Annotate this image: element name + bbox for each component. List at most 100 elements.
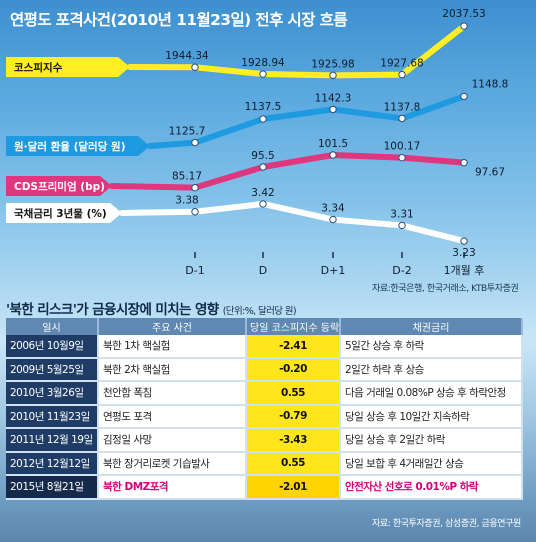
x-tick-label: D-2 — [392, 264, 411, 277]
row-kospi-change: 0.55 — [246, 381, 341, 406]
data-point — [460, 237, 468, 245]
row-bond-rate: 당일 보합 후 4거래일간 상승 — [340, 451, 523, 476]
data-label: 95.5 — [251, 150, 274, 162]
row-bond-rate: 다음 거래일 0.08%P 상승 후 하락안정 — [340, 381, 523, 406]
data-point — [329, 151, 337, 159]
row-bond-rate: 2일간 하락 후 상승 — [340, 357, 523, 382]
data-point — [460, 158, 468, 167]
data-point — [460, 22, 468, 30]
x-tick-label: D-1 — [185, 264, 204, 277]
row-date: 2015년 8월21일 — [6, 475, 99, 500]
row-event: 북한 1차 핵실험 — [98, 335, 247, 359]
data-point — [398, 114, 406, 123]
header-bond-rate: 채권금리 — [340, 318, 523, 335]
data-label: 3.42 — [251, 187, 274, 199]
legend-tag — [6, 203, 122, 223]
table-row: 2011년 12월 19일 김정일 사망 -3.43 당일 상승 후 2일간 하락 — [6, 428, 523, 453]
table-row: 2010년 3월26일 천안함 폭침 0.55 다음 거래일 0.08%P 상승 후 … — [6, 381, 523, 406]
row-date: 2011년 12월 19일 — [6, 428, 99, 453]
x-tick-label: D — [259, 264, 267, 277]
legend-label: 국채금리 3년물 (%) — [14, 207, 107, 220]
table-title-text: '북한 리스크'가 금융시장에 미치는 영향 — [6, 302, 219, 318]
data-point — [259, 200, 267, 208]
series-line — [127, 23, 467, 79]
x-tick-label: D+1 — [321, 264, 346, 277]
data-point — [398, 70, 406, 79]
data-label: 1928.94 — [241, 57, 285, 69]
data-point — [329, 105, 337, 114]
table-header-row: 일시 주요 사건 당일 코스피지수 등락률 채권금리 — [6, 318, 523, 335]
series-line — [119, 200, 467, 245]
row-event: 북한 2차 핵실험 — [98, 357, 247, 382]
data-point — [329, 215, 337, 224]
data-label: 100.17 — [384, 141, 421, 153]
chart-title: 연평도 포격사건(2010년 11월23일) 전후 시장 흐름 — [10, 11, 348, 29]
row-date: 2006년 10월9일 — [6, 335, 99, 359]
data-point — [191, 138, 199, 147]
data-label: 3.31 — [390, 208, 413, 220]
row-event: 북한 장거리로켓 기습발사 — [98, 451, 247, 476]
data-label: 101.5 — [318, 138, 348, 150]
data-label: 3.23 — [452, 247, 475, 259]
row-kospi-change: 0.55 — [246, 451, 341, 476]
data-label: 1125.7 — [169, 126, 206, 138]
row-bond-rate: 당일 상승 후 2일간 하락 — [340, 428, 523, 453]
table-row: 2006년 10월9일 북한 1차 핵실험 -2.41 5일간 상승 후 하락 — [6, 335, 523, 359]
row-kospi-change: -0.20 — [246, 357, 341, 382]
data-point — [398, 153, 406, 162]
data-label: 1944.34 — [165, 50, 209, 62]
chart-source: 자료:한국은행, 한국거래소, KTB투자증권 — [372, 284, 519, 294]
row-bond-rate: 안전자산 선호로 0.01%P 하락 — [340, 475, 523, 500]
data-point — [191, 183, 199, 192]
row-date: 2010년 3월26일 — [6, 381, 99, 406]
series-line — [147, 93, 467, 149]
data-label: 1142.3 — [315, 92, 352, 104]
data-point — [259, 163, 267, 171]
data-label: 2037.53 — [442, 8, 485, 20]
row-kospi-change: -2.01 — [246, 475, 341, 500]
data-label: 1137.5 — [245, 101, 282, 113]
table-row: 2010년 11월23일 연평도 포격 -0.79 당일 상승 후 10일간 지속하락 — [6, 404, 523, 429]
table-unit: (단위:%, 달러당 원) — [222, 306, 297, 317]
legend-label: 원·달러 환율 (달러당 원) — [14, 140, 126, 153]
table-title: '북한 리스크'가 금융시장에 미치는 영향 (단위:%, 달러당 원) — [6, 298, 297, 318]
legend-tag — [6, 176, 112, 196]
row-bond-rate: 5일간 상승 후 하락 — [340, 335, 523, 359]
impact-table: 일시 주요 사건 당일 코스피지수 등락률 채권금리 2006년 10월9일 북한… — [6, 318, 523, 500]
table-row: 2009년 5월25일 북한 2차 핵실험 -0.20 2일간 하락 후 상승 — [6, 357, 523, 382]
row-kospi-change: -3.43 — [246, 428, 341, 453]
row-event: 천안함 폭침 — [98, 381, 247, 406]
data-label: 97.67 — [475, 167, 505, 179]
data-label: 1148.8 — [472, 78, 509, 90]
row-date: 2010년 11월23일 — [6, 404, 99, 429]
data-label: 1137.8 — [384, 101, 421, 113]
data-point — [259, 115, 267, 123]
data-label: 3.34 — [321, 203, 345, 215]
data-point — [398, 221, 406, 230]
legend-tag — [6, 136, 150, 156]
data-point — [259, 70, 267, 78]
legend-label: 코스피지수 — [14, 61, 63, 74]
row-bond-rate: 당일 상승 후 10일간 지속하락 — [340, 404, 523, 429]
legend-tag — [6, 57, 130, 77]
header-kospi-change: 당일 코스피지수 등락률 — [246, 318, 341, 335]
row-kospi-change: -0.79 — [246, 404, 341, 429]
data-label: 1925.98 — [311, 58, 354, 70]
table-source: 자료: 한국투자증권, 삼성증권, 금융연구원 — [372, 519, 521, 529]
row-event: 연평도 포격 — [98, 404, 247, 429]
table-row: 2015년 8월21일 북한 DMZ포격 -2.01 안전자산 선호로 0.01%P … — [6, 475, 523, 500]
data-label: 3.38 — [175, 195, 198, 207]
data-point — [191, 208, 199, 216]
x-tick-label: 1개월 후 — [444, 264, 485, 277]
series-line — [109, 152, 467, 191]
row-event: 김정일 사망 — [98, 428, 247, 453]
data-label: 1927.68 — [380, 58, 423, 70]
data-point — [191, 63, 199, 71]
header-date: 일시 — [6, 318, 99, 335]
data-label: 85.17 — [172, 171, 202, 183]
legend-label: CDS프리미엄 (bp) — [14, 180, 105, 193]
row-date: 2012년 12월12일 — [6, 451, 99, 476]
data-point — [329, 71, 337, 80]
